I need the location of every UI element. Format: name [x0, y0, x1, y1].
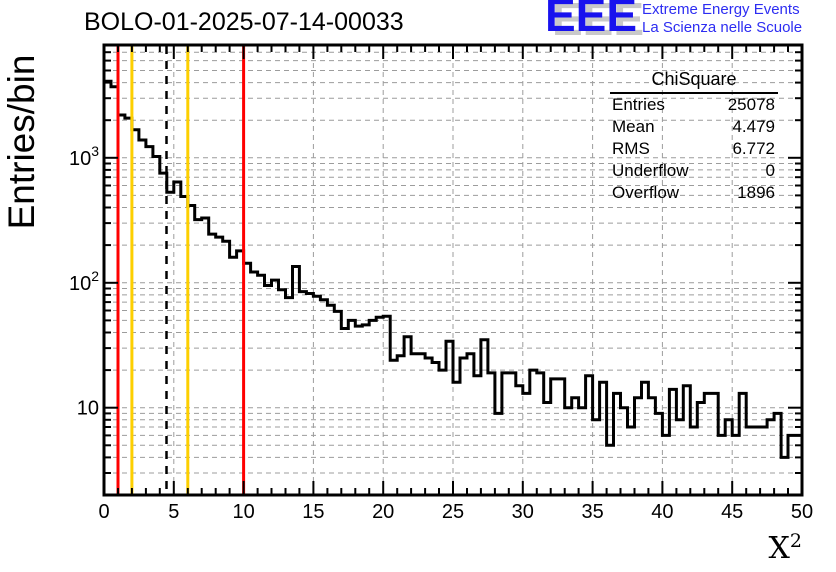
x-tick-label: 5 — [168, 501, 179, 523]
stats-value: 4.479 — [732, 117, 775, 136]
y-tick-label: 103 — [69, 143, 99, 170]
x-tick-label: 30 — [512, 501, 534, 523]
stats-label: Underflow — [612, 161, 689, 180]
stats-row-entries: Entries 25078 — [610, 94, 778, 116]
histogram-line — [104, 79, 802, 459]
eee-logo-line2: La Scienza nelle Scuole — [642, 19, 803, 36]
stats-row-overflow: Overflow 1896 — [610, 182, 778, 204]
stats-box: ChiSquare Entries 25078 Mean 4.479 RMS 6… — [610, 67, 778, 204]
stats-title: ChiSquare — [610, 67, 778, 94]
eee-logo-acronym: EEE — [545, 0, 638, 41]
x-tick-label: 35 — [581, 501, 603, 523]
x-tick-label: 45 — [721, 501, 743, 523]
y-tick-label: 10 — [77, 398, 99, 420]
marker-lines — [116, 46, 246, 494]
x-tick-label: 0 — [98, 501, 109, 523]
stats-label: Overflow — [612, 183, 680, 202]
x-tick-label: 25 — [442, 501, 464, 523]
stats-value: 0 — [765, 161, 775, 180]
x-axis-title: X2 — [728, 530, 802, 566]
stats-row-underflow: Underflow 0 — [610, 160, 778, 182]
eee-logo: EEE Extreme Energy Events La Scienza nel… — [545, 0, 835, 44]
stats-value: 25078 — [727, 95, 775, 114]
x-axis-title-exponent: 2 — [789, 530, 802, 552]
stats-value: 1896 — [737, 183, 775, 202]
eee-logo-line1: Extreme Energy Events — [642, 1, 800, 18]
x-tick-label: 20 — [372, 501, 394, 523]
x-tick-label: 15 — [302, 501, 324, 523]
y-axis-title: Entries/bin — [1, 54, 42, 230]
y-tick-label: 102 — [69, 268, 99, 295]
axis-ticks — [103, 44, 803, 496]
stats-label: Mean — [612, 117, 655, 136]
x-tick-label: 40 — [651, 501, 673, 523]
stats-value: 6.772 — [732, 139, 775, 158]
x-tick-label: 10 — [232, 501, 254, 523]
tick-labels: 0 5 10 15 20 25 30 35 40 45 50 10 102 103 — [69, 143, 813, 523]
stats-label: RMS — [612, 139, 650, 158]
x-axis-title-base: X — [768, 531, 790, 566]
stats-label: Entries — [612, 95, 665, 114]
stats-row-mean: Mean 4.479 — [610, 116, 778, 138]
plot-title: BOLO-01-2025-07-14-00033 — [84, 8, 404, 36]
stats-row-rms: RMS 6.772 — [610, 138, 778, 160]
x-tick-label: 50 — [791, 501, 813, 523]
